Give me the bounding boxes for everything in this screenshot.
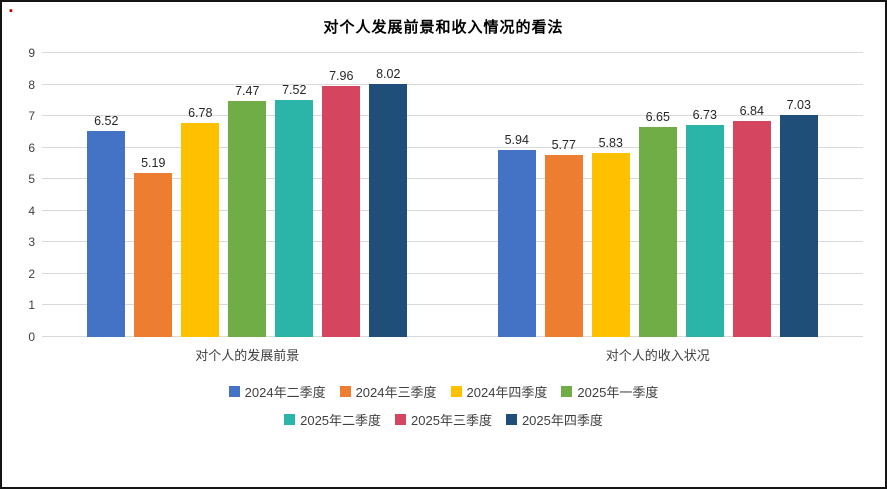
legend-item: 2024年二季度 (228, 382, 326, 401)
legend-item: 2025年四季度 (505, 410, 603, 429)
gridline (42, 52, 863, 53)
bar-value-label: 8.02 (376, 66, 401, 81)
y-tick-label: 6 (28, 140, 35, 155)
legend-item: 2025年二季度 (284, 410, 381, 429)
chart-area: 0 1 2 3 4 5 6 7 8 9 6.52 5.19 6.78 7.47 7.52 7.96 8.02 5… (14, 47, 863, 343)
bar-value-label: 6.78 (188, 106, 213, 121)
bar: 5.19 (134, 156, 173, 337)
category-label: 对个人的收入状况 (605, 348, 710, 363)
y-tick-label: 5 (28, 172, 35, 187)
bar-value-label: 7.96 (329, 68, 354, 83)
legend-row: 2024年二季度 2024年三季度 2024年四季度 2025年一季度 (2, 382, 885, 401)
gridline (42, 336, 863, 337)
legend-label: 2025年三季度 (411, 413, 492, 428)
legend-label: 2025年四季度 (521, 413, 603, 428)
y-axis: 0 1 2 3 4 5 6 7 8 9 (14, 47, 42, 343)
bar: 6.73 (685, 108, 724, 337)
bar: 8.02 (369, 67, 408, 337)
y-tick-label: 7 (28, 109, 35, 124)
bar-value-label: 6.65 (645, 110, 670, 125)
bar-value-label: 5.83 (598, 136, 623, 151)
legend-item: 2024年四季度 (450, 382, 548, 401)
legend-swatch-icon (505, 414, 517, 425)
bar: 6.65 (638, 110, 677, 337)
category-label: 对个人的发展前景 (195, 348, 300, 363)
bar: 5.77 (544, 138, 583, 337)
y-tick-label: 1 (28, 298, 35, 313)
bar: 7.96 (322, 69, 361, 337)
y-tick-label: 2 (28, 266, 35, 281)
legend-label: 2025年二季度 (300, 413, 382, 428)
y-tick-label: 4 (28, 203, 35, 218)
legend-item: 2024年三季度 (339, 382, 437, 401)
bar: 5.94 (497, 133, 536, 337)
y-tick-label: 8 (28, 77, 35, 92)
bar-value-label: 7.52 (282, 82, 307, 97)
gridline (42, 83, 863, 85)
plot-area: 6.52 5.19 6.78 7.47 7.52 7.96 8.02 5.94 5.77 5.83… (42, 52, 863, 337)
legend-swatch-icon (284, 414, 296, 425)
legend-label: 2025年一季度 (577, 385, 659, 400)
legend-label: 2024年二季度 (244, 385, 326, 400)
gridline (42, 146, 863, 148)
bar-value-label: 5.77 (551, 137, 576, 152)
bar-value-label: 5.19 (141, 156, 166, 171)
gridline (42, 178, 863, 180)
legend-swatch-icon (561, 386, 573, 397)
y-tick-label: 0 (28, 330, 35, 344)
bar: 6.52 (87, 114, 126, 337)
bar-value-label: 6.84 (739, 104, 764, 119)
legend-swatch-icon (395, 414, 407, 425)
bar-value-label: 5.94 (504, 132, 529, 147)
legend-label: 2024年三季度 (355, 385, 437, 400)
legend-item: 2025年三季度 (395, 410, 492, 429)
bar: 7.03 (779, 98, 818, 337)
red-mark-icon: ▪ (9, 5, 13, 17)
y-tick-label: 3 (28, 235, 35, 250)
x-axis: 对个人的发展前景 对个人的收入状况 (14, 345, 863, 364)
gridline (42, 304, 863, 306)
legend-item: 2025年一季度 (561, 382, 658, 401)
legend-label: 2024年四季度 (466, 385, 548, 400)
chart-title: 对个人发展前景和收入情况的看法 (323, 19, 564, 36)
bar-value-label: 6.73 (692, 107, 717, 122)
bar-group: 6.52 5.19 6.78 7.47 7.52 7.96 8.02 (42, 53, 453, 337)
gridline (42, 241, 863, 243)
bar: 6.84 (732, 104, 771, 337)
gridline (42, 115, 863, 117)
bar-value-label: 7.03 (786, 98, 811, 113)
bar-group: 5.94 5.77 5.83 6.65 6.73 6.84 7.03 (453, 53, 864, 337)
legend-row: 2025年二季度 2025年三季度 2025年四季度 (2, 410, 885, 429)
legend: 2024年二季度 2024年三季度 2024年四季度 2025年一季度 2025年二季度… (2, 382, 885, 429)
bar: 7.47 (228, 84, 267, 337)
bar-value-label: 6.52 (94, 114, 119, 129)
gridline (42, 272, 863, 274)
legend-swatch-icon (450, 386, 462, 397)
bar: 6.78 (181, 106, 220, 337)
bar: 7.52 (275, 83, 314, 337)
bar-groups: 6.52 5.19 6.78 7.47 7.52 7.96 8.02 5.94 5.77 5.83… (42, 53, 863, 337)
legend-swatch-icon (339, 386, 351, 397)
gridline (42, 209, 863, 211)
legend-swatch-icon (228, 386, 240, 397)
category-labels: 对个人的发展前景 对个人的收入状况 (42, 345, 863, 364)
x-axis-spacer (14, 345, 42, 364)
bar-value-label: 7.47 (235, 84, 260, 99)
bar: 5.83 (591, 136, 630, 337)
y-tick-label: 9 (28, 46, 35, 60)
